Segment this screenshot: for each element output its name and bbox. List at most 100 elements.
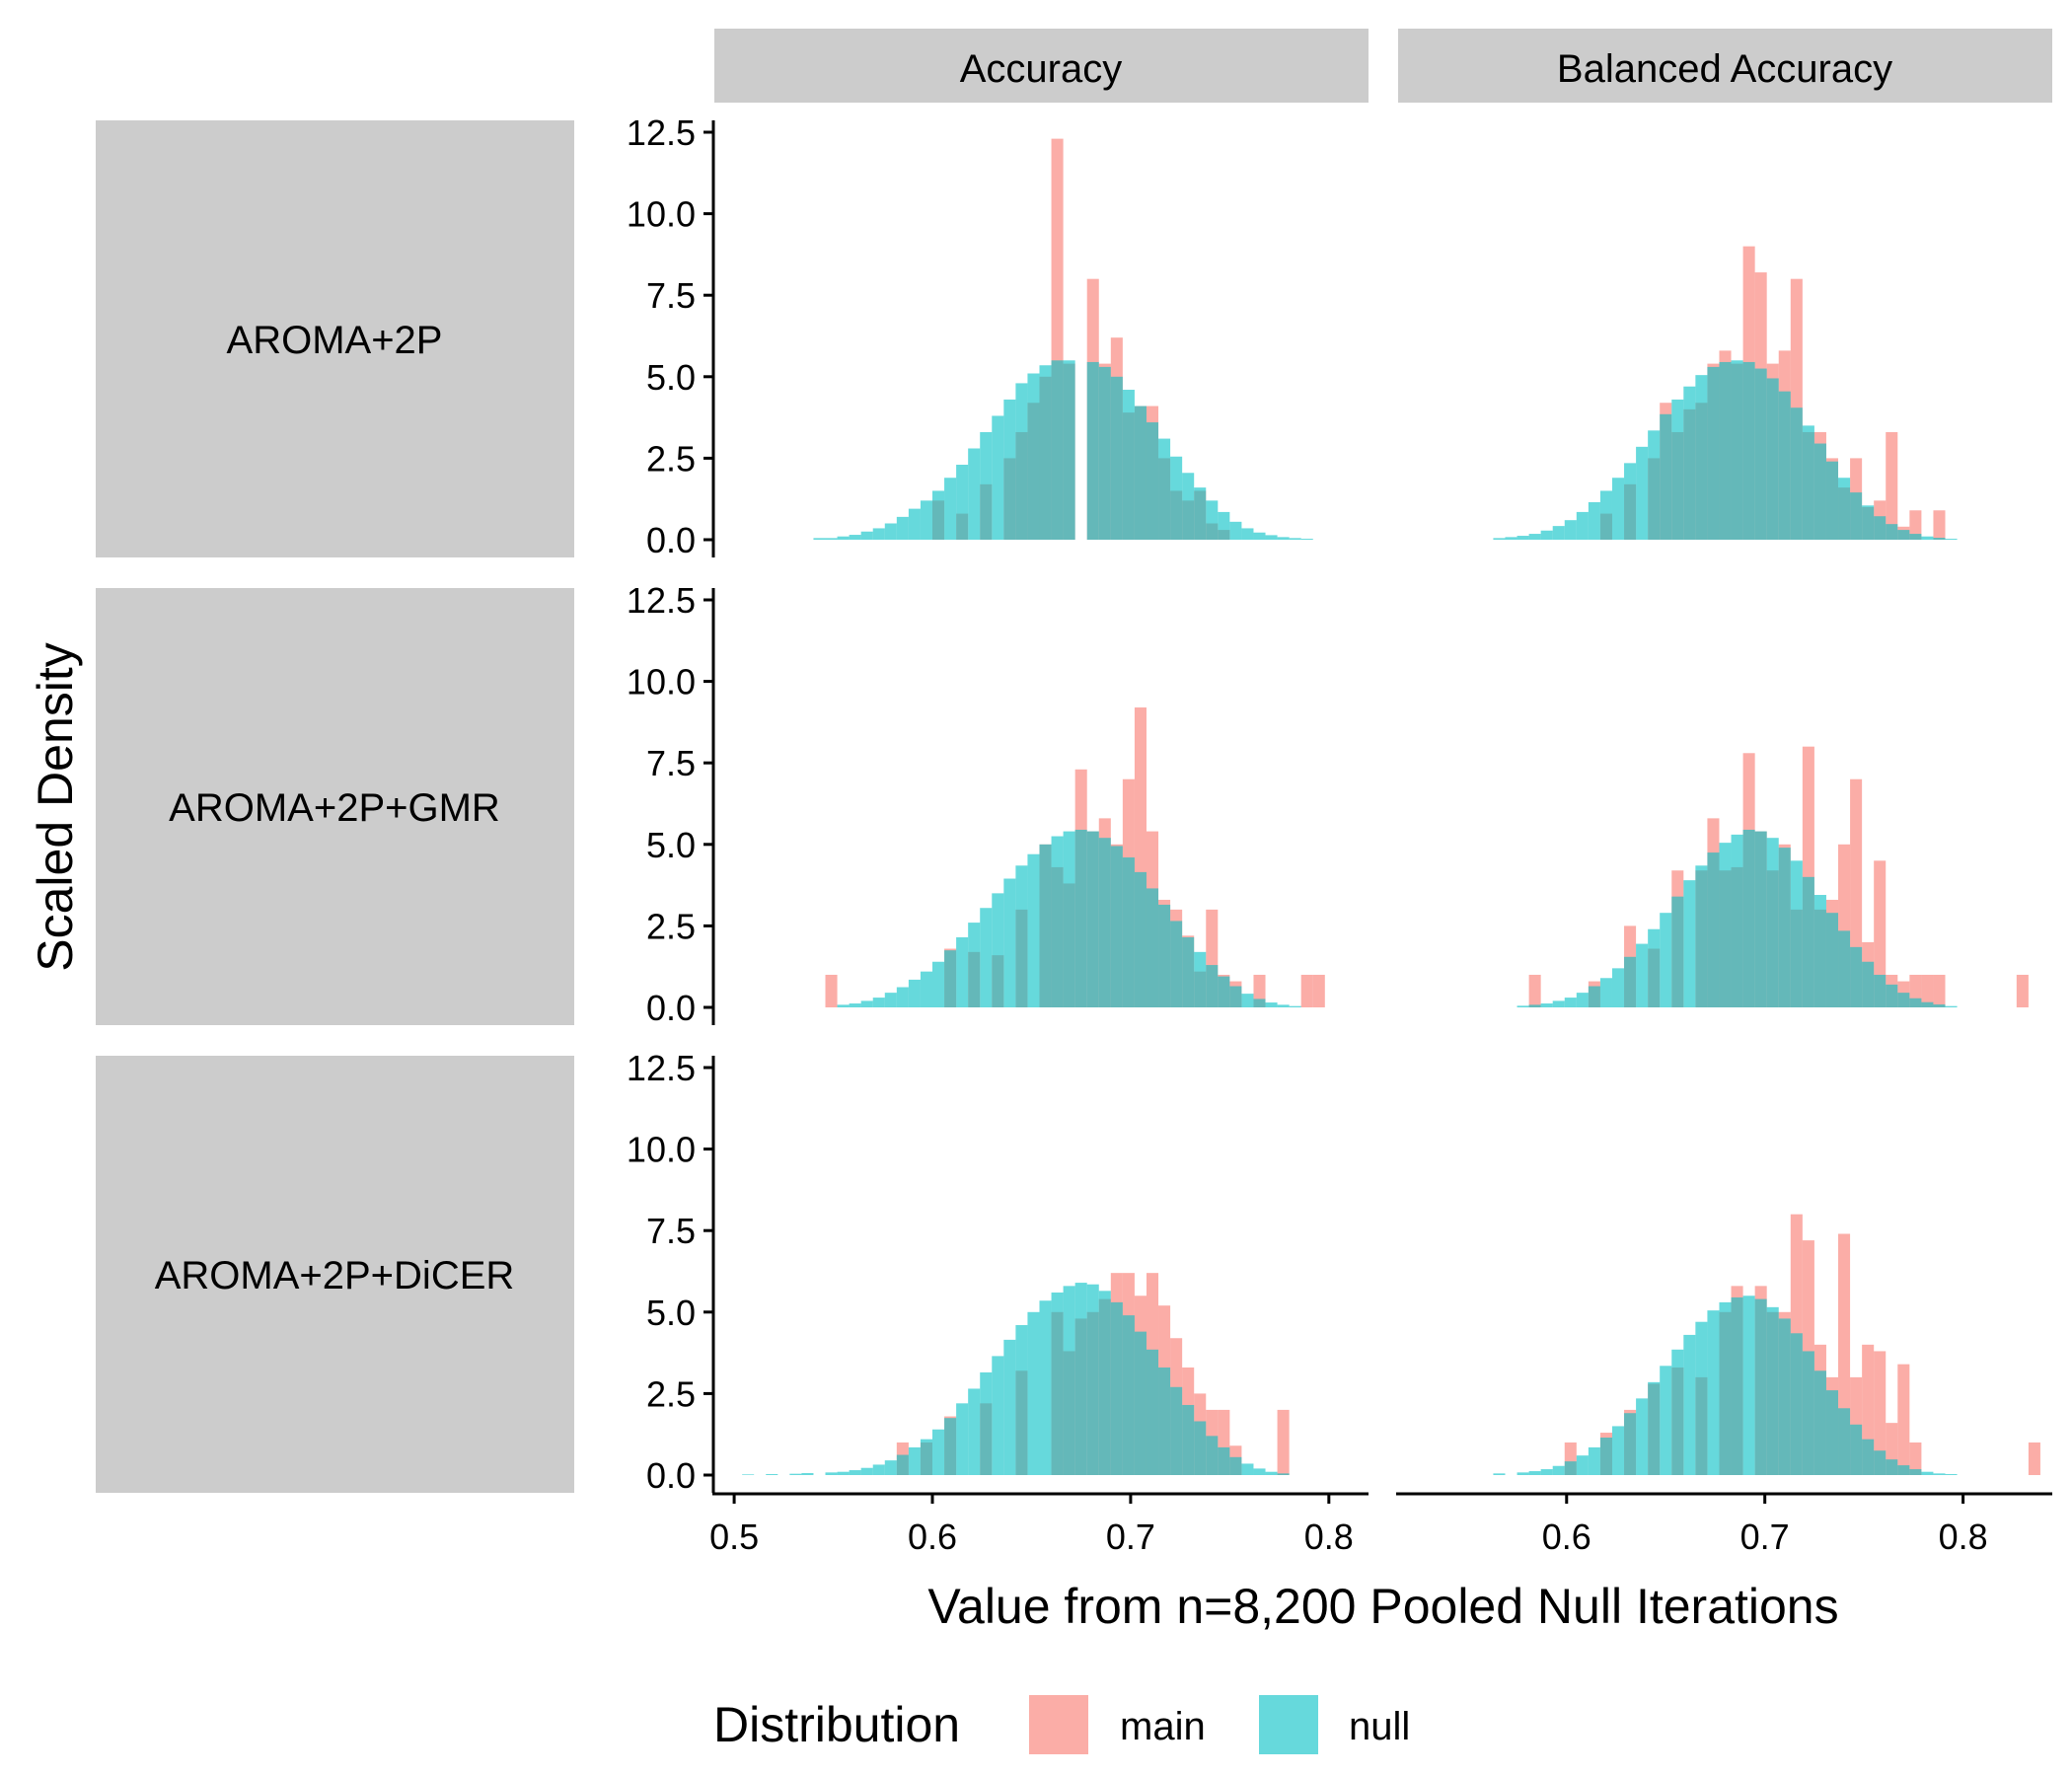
bar-null xyxy=(1218,1446,1230,1475)
bar-null xyxy=(1636,1398,1649,1475)
bar-null xyxy=(1611,478,1625,540)
bar-null xyxy=(1229,521,1242,540)
bar-null xyxy=(932,490,945,540)
bar-null xyxy=(1897,993,1910,1007)
y-tick-label: 5.0 xyxy=(646,825,696,865)
bar-main xyxy=(1300,974,1313,1007)
bar-null xyxy=(1886,1459,1898,1475)
y-tick-label: 12.5 xyxy=(627,580,696,621)
bar-null xyxy=(1063,831,1075,1007)
bar-null xyxy=(860,1467,873,1475)
bar-null xyxy=(1754,1298,1767,1475)
panel-r2-c0 xyxy=(742,1273,1290,1475)
y-tick-label: 10.0 xyxy=(627,1130,696,1170)
bar-null xyxy=(1802,876,1814,1007)
bar-null xyxy=(1707,1310,1720,1475)
bar-null xyxy=(1194,487,1207,540)
bar-null xyxy=(980,1371,993,1475)
bar-null xyxy=(849,535,861,540)
bar-null xyxy=(1624,1413,1637,1475)
bar-null xyxy=(1671,1349,1684,1475)
y-tick-label: 10.0 xyxy=(627,194,696,235)
bar-null xyxy=(1802,425,1814,540)
bar-null xyxy=(1051,836,1064,1007)
x-tick-label: 0.5 xyxy=(709,1517,759,1557)
bar-null xyxy=(992,415,1004,540)
bar-null xyxy=(1218,976,1230,1007)
bar-main xyxy=(1897,1364,1910,1475)
bar-null xyxy=(1063,1286,1075,1475)
row-strip-aroma-2p-gmr xyxy=(96,588,574,1025)
bar-null xyxy=(1671,399,1684,540)
y-axes: 0.0 2.5 5.0 7.5 10.0 12.5 0.0 2.5 5.0 7.5 10.0 12.5… xyxy=(627,112,715,1496)
bar-null xyxy=(1528,1471,1541,1475)
x-tick-label: 0.7 xyxy=(1740,1517,1790,1557)
bar-null xyxy=(1277,537,1290,540)
bar-null xyxy=(1194,951,1207,1007)
bar-null xyxy=(1838,1408,1851,1475)
bar-null xyxy=(1517,1005,1529,1007)
bar-null xyxy=(1719,1301,1732,1475)
bar-null xyxy=(1158,438,1171,540)
panel-r1-c0 xyxy=(825,707,1325,1007)
x-axis-title: Value from n=8,200 Pooled Null Iteration… xyxy=(927,1579,1838,1634)
bar-null xyxy=(1945,1474,1958,1475)
bar-null xyxy=(1695,865,1708,1007)
bar-null xyxy=(1170,1386,1183,1475)
bar-null xyxy=(1599,1438,1612,1475)
x-axis-col-0: 0.5 0.6 0.7 0.8 xyxy=(709,1492,1369,1557)
bar-null xyxy=(837,536,850,540)
bar-null xyxy=(1683,386,1696,540)
legend-label-null: null xyxy=(1349,1705,1410,1748)
bar-null xyxy=(1552,1000,1565,1007)
bar-main xyxy=(1933,974,1946,1007)
bar-null xyxy=(1921,1001,1934,1007)
bar-null xyxy=(1742,361,1755,540)
bar-null xyxy=(1146,888,1159,1007)
bar-null xyxy=(1051,1292,1064,1475)
bar-null xyxy=(920,500,932,540)
row-strip-aroma-2p-dicer xyxy=(96,1056,574,1493)
bar-null xyxy=(872,528,885,540)
bar-null xyxy=(1039,844,1052,1007)
bar-null xyxy=(1051,360,1064,540)
bar-main xyxy=(1528,974,1541,1007)
bar-null xyxy=(1695,1321,1708,1475)
bar-null xyxy=(1897,1465,1910,1475)
bar-null xyxy=(1122,857,1135,1007)
bar-null xyxy=(1564,1461,1577,1475)
bar-null xyxy=(1874,1450,1887,1475)
bar-null xyxy=(944,1418,957,1475)
bar-null xyxy=(1933,1473,1946,1475)
x-tick-label: 0.7 xyxy=(1106,1517,1155,1557)
bar-null xyxy=(1648,1381,1661,1475)
bar-main xyxy=(1277,1409,1290,1475)
bar-null xyxy=(1493,538,1506,540)
y-axis-row-1: 0.0 2.5 5.0 7.5 10.0 12.5 xyxy=(627,580,715,1028)
bar-null xyxy=(1813,895,1826,1007)
bar-null xyxy=(968,448,981,540)
bar-null xyxy=(1265,535,1278,540)
bar-null xyxy=(1611,968,1625,1007)
bar-null xyxy=(1683,1334,1696,1475)
bar-null xyxy=(1886,984,1898,1007)
bar-null xyxy=(1909,534,1922,540)
bar-null xyxy=(1086,361,1099,540)
y-tick-label: 0.0 xyxy=(646,1455,696,1496)
bar-null xyxy=(837,1004,850,1007)
bar-null xyxy=(1754,831,1767,1007)
bar-null xyxy=(1754,368,1767,540)
bar-null xyxy=(944,950,957,1007)
y-tick-label: 5.0 xyxy=(646,357,696,398)
bar-null xyxy=(1206,965,1219,1007)
legend: Distribution main null xyxy=(713,1695,1410,1754)
bar-null xyxy=(1086,1284,1099,1475)
bar-null xyxy=(1277,1473,1290,1475)
bar-null xyxy=(944,478,957,540)
bar-null xyxy=(1241,1463,1254,1475)
bar-null xyxy=(1253,999,1266,1007)
bar-null xyxy=(968,1388,981,1475)
bar-null xyxy=(1039,365,1052,540)
bar-null xyxy=(1074,1283,1087,1475)
x-axes: 0.5 0.6 0.7 0.8 0.6 0.7 0.8 xyxy=(709,1492,2052,1557)
